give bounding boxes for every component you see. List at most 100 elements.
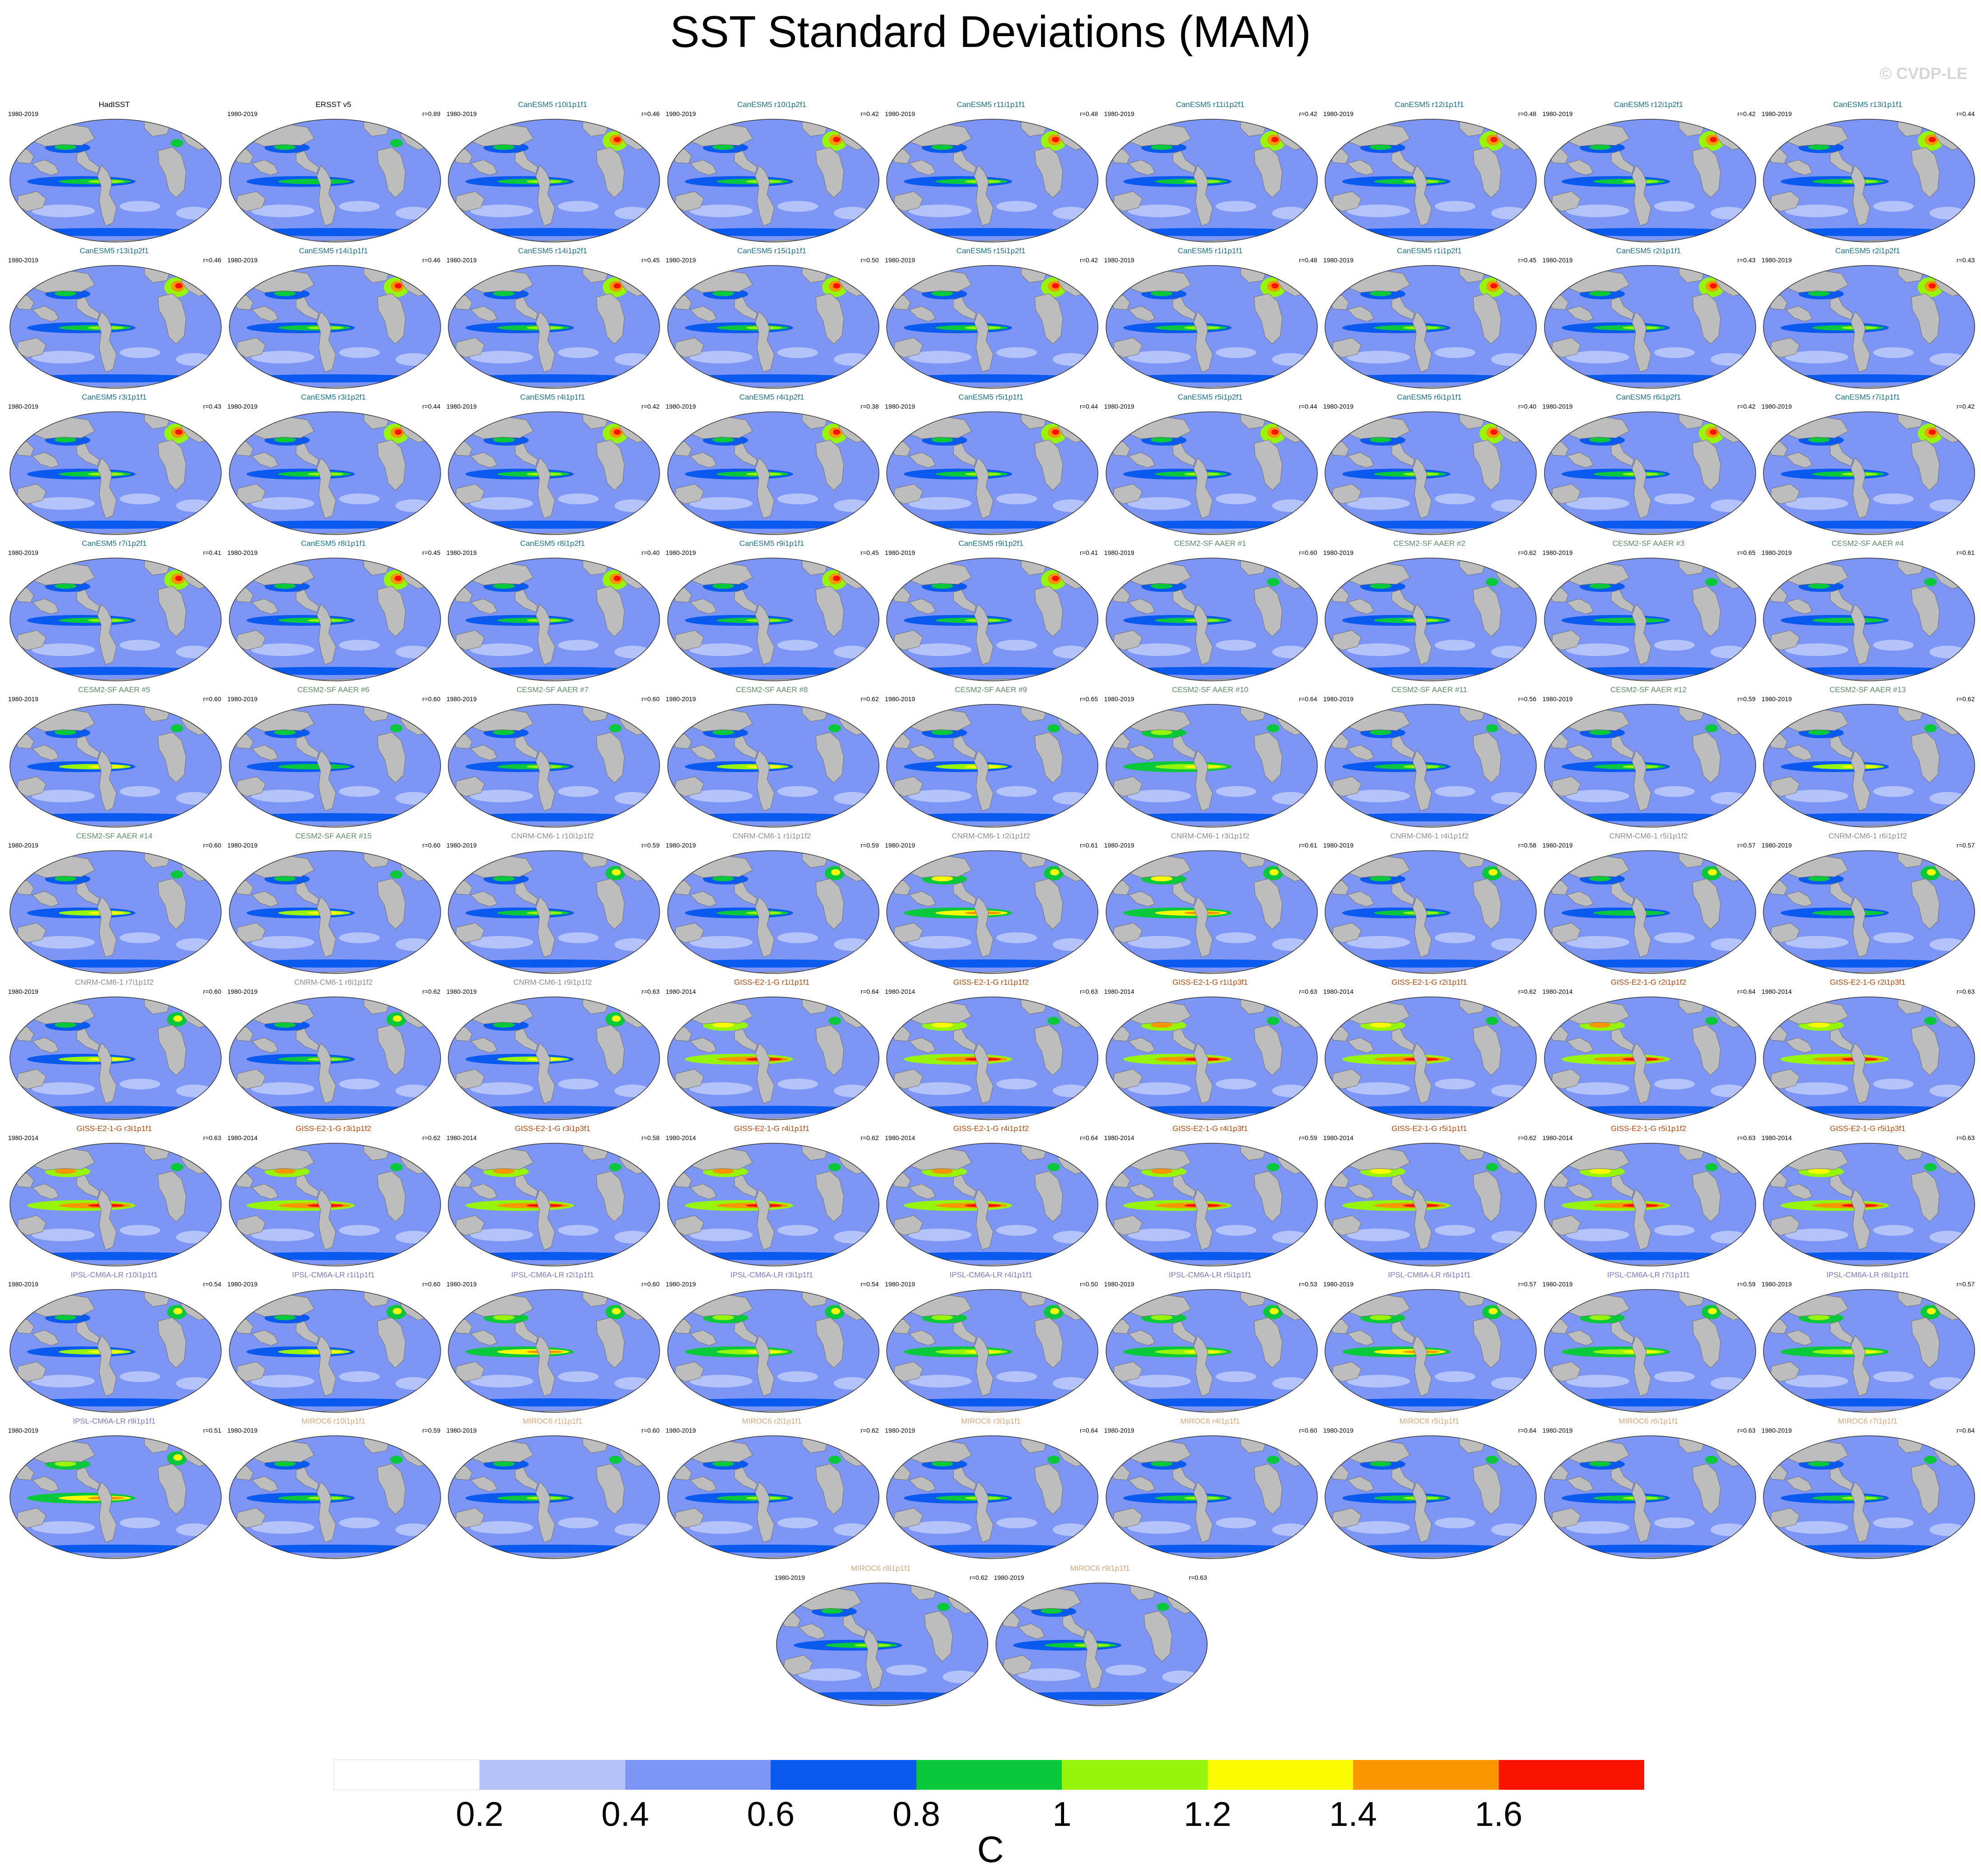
land-mass (815, 732, 844, 783)
panel-period: 1980-2019 (8, 988, 38, 995)
map-border (448, 411, 660, 535)
land-mass (1851, 1043, 1870, 1104)
kuroshio-core (1589, 1022, 1611, 1028)
southern-band (233, 813, 432, 821)
land-mass (689, 452, 717, 468)
land-mass (1083, 1629, 1103, 1690)
land-mass (1692, 878, 1721, 930)
labrador-anomaly (390, 1456, 403, 1464)
land-mass (1851, 457, 1870, 519)
land-mass (470, 1037, 498, 1053)
map (886, 704, 1098, 828)
panel-correlation: r=0.42 (1299, 110, 1317, 117)
kuroshio-core (1370, 1168, 1391, 1174)
southern-band (1548, 521, 1747, 529)
panel-correlation: r=0.62 (422, 1134, 441, 1141)
panel-period: 1980-2019 (665, 1427, 696, 1434)
land-mass (97, 896, 117, 958)
panel-period: 1980-2019 (8, 842, 38, 849)
land-mass (1253, 1317, 1283, 1369)
land-mass (296, 736, 319, 759)
southern-band (233, 1252, 432, 1260)
kuroshio-core (274, 1315, 296, 1320)
land-mass (470, 598, 498, 614)
land-mass (377, 878, 406, 930)
kuroshio-core (931, 1461, 953, 1466)
land-mass (1911, 293, 1940, 344)
land-mass (909, 891, 936, 907)
light-patch (777, 347, 818, 358)
map (228, 1289, 441, 1413)
colorbar-tick-label: 1.4 (1329, 1795, 1377, 1834)
map (995, 1583, 1208, 1706)
map-panel: CNRM-CM6-1 r2i1p1f2 1980-2019 r=0.61 (881, 832, 1101, 976)
panel-correlation: r=0.60 (203, 842, 221, 849)
kuroshio-core (931, 437, 953, 442)
labrador-peak (1271, 137, 1279, 142)
map (1544, 850, 1756, 974)
map-panel: CNRM-CM6-1 r1i1p1f2 1980-2019 r=0.59 (662, 832, 882, 976)
map-panel: CESM2-SF AAER #13 1980-2019 r=0.62 (1758, 685, 1977, 830)
panel-period: 1980-2019 (227, 110, 258, 117)
map-panel: IPSL-CM6A-LR r2i1p1f1 1980-2019 r=0.60 (443, 1271, 662, 1415)
map-panel: CNRM-CM6-1 r5i1p1f2 1980-2019 r=0.57 (1539, 832, 1758, 976)
panel-correlation: r=0.50 (1079, 1280, 1098, 1288)
light-patch (996, 1079, 1037, 1089)
panel-title: CanESM5 r6i1p2f1 (1616, 393, 1681, 401)
panel-correlation: r=0.60 (422, 1280, 441, 1288)
light-patch (1127, 790, 1191, 802)
panel-period: 1980-2019 (1104, 1280, 1135, 1288)
land-mass (1253, 1171, 1283, 1222)
panel-correlation: r=0.60 (641, 1427, 660, 1434)
land-mass (1391, 1174, 1415, 1198)
light-patch (1566, 790, 1629, 802)
land-mass (1347, 452, 1374, 468)
southern-band (452, 667, 651, 675)
map (9, 704, 222, 828)
map (667, 558, 879, 681)
map (1544, 265, 1756, 389)
panel-period: 1980-2014 (1104, 988, 1135, 995)
panel-correlation: r=0.89 (422, 110, 441, 117)
light-patch (558, 640, 599, 651)
land-mass (1851, 896, 1870, 958)
panel-period: 1980-2019 (1323, 1427, 1353, 1434)
land-mass (1851, 750, 1870, 811)
panel-period: 1980-2019 (885, 549, 915, 556)
light-patch (470, 1082, 533, 1095)
land-mass (1034, 293, 1063, 344)
map (448, 1289, 660, 1413)
land-mass (1631, 896, 1651, 958)
colorbar-bin (771, 1760, 917, 1790)
map (9, 850, 222, 974)
labrador-anomaly (171, 871, 183, 879)
labrador-anomaly (828, 1163, 841, 1171)
land-mass (1566, 159, 1594, 176)
map-panel: CESM2-SF AAER #15 1980-2019 r=0.60 (224, 832, 443, 976)
land-mass (377, 1024, 406, 1076)
colorbar-tick-label: 0.4 (601, 1795, 649, 1834)
labrador-core (612, 1308, 621, 1314)
panel-period: 1980-2019 (1762, 1427, 1792, 1434)
map (886, 1435, 1098, 1559)
panel-period: 1980-2014 (885, 1134, 915, 1141)
land-mass (1473, 1171, 1502, 1222)
light-patch (558, 1079, 599, 1089)
map (448, 411, 660, 535)
panel-period: 1980-2019 (885, 256, 915, 264)
labrador-core (1927, 869, 1936, 875)
light-patch (1873, 493, 1914, 504)
land-mass (815, 439, 844, 491)
land-mass (1911, 732, 1940, 783)
southern-band (1767, 521, 1966, 529)
panel-period: 1980-2019 (1323, 1280, 1353, 1288)
light-patch (120, 493, 160, 504)
land-mass (689, 1183, 717, 1200)
southern-band (14, 959, 212, 968)
map-panel: CanESM5 r13i1p1f1 1980-2019 r=0.44 (1758, 100, 1977, 245)
light-patch (1105, 1665, 1146, 1676)
land-mass (974, 1189, 994, 1250)
map-border (1763, 1289, 1975, 1413)
map (1763, 1435, 1975, 1559)
panel-period: 1980-2019 (446, 1427, 477, 1434)
